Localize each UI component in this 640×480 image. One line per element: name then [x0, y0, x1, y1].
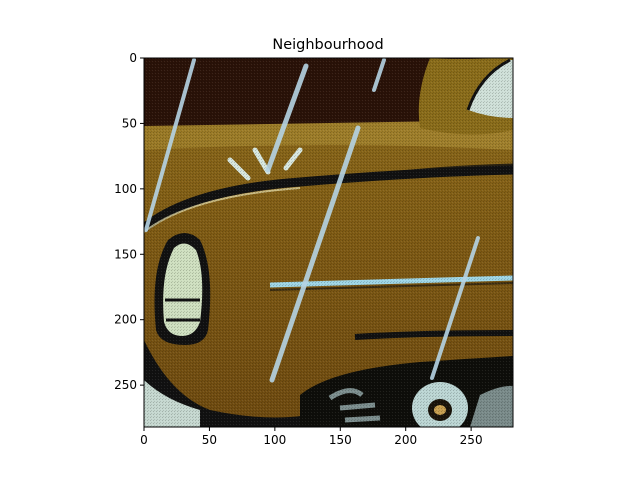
y-tick-label: 100: [114, 182, 137, 196]
x-tick-label: 0: [140, 433, 148, 447]
y-tick-label: 250: [114, 378, 137, 392]
x-tick-label: 150: [329, 433, 352, 447]
x-axis: 0 50 100 150 200 250: [140, 427, 483, 447]
y-tick-label: 50: [122, 116, 137, 130]
y-tick-label: 150: [114, 247, 137, 261]
axes-frame: [143, 57, 514, 428]
chart-title: Neighbourhood: [272, 37, 383, 53]
y-axis: 0 50 100 150 200 250: [114, 51, 144, 392]
neighbourhood-image: [144, 58, 513, 427]
x-tick-label: 200: [394, 433, 417, 447]
y-tick-label: 200: [114, 313, 137, 327]
y-tick-label: 0: [129, 51, 137, 65]
x-tick-label: 250: [460, 433, 483, 447]
x-tick-label: 100: [263, 433, 286, 447]
x-tick-label: 50: [202, 433, 217, 447]
